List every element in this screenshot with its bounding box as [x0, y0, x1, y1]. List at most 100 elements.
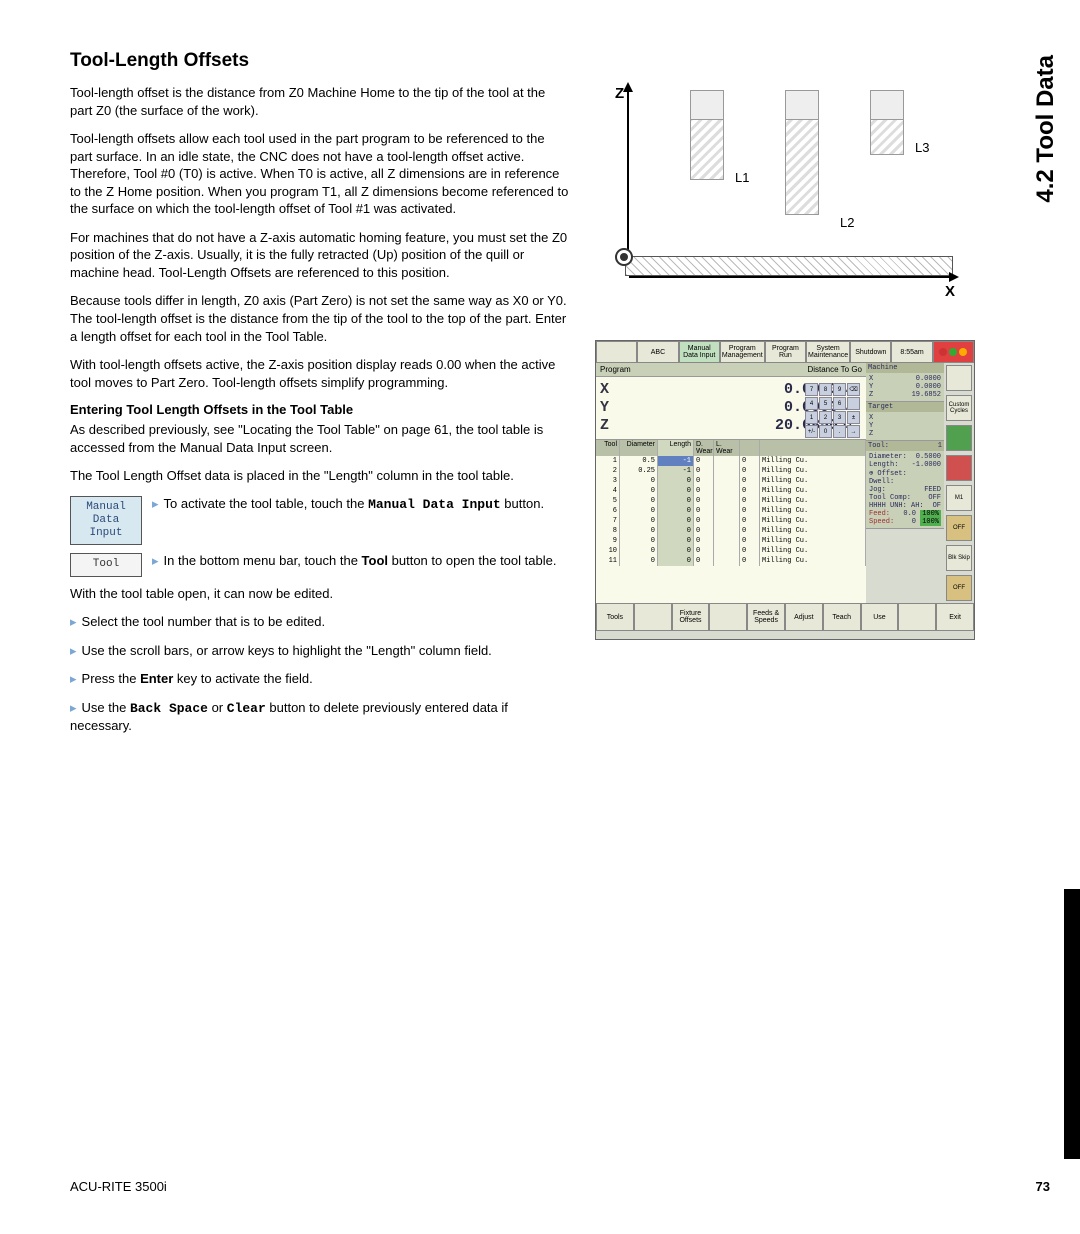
- table-row[interactable]: 60000Milling Cu.: [596, 506, 866, 516]
- keypad-key[interactable]: 2: [819, 411, 832, 424]
- step-open-tool-table: In the bottom menu bar, touch the Tool b…: [152, 553, 570, 569]
- bottom-bar-button[interactable]: Feeds & Speeds: [747, 603, 785, 631]
- x-axis-label: X: [945, 283, 955, 300]
- keypad-key[interactable]: 3: [833, 411, 846, 424]
- ss-status-icons: [933, 341, 974, 363]
- keypad-key[interactable]: 0: [819, 425, 832, 438]
- keypad-key[interactable]: [847, 397, 860, 410]
- bullet-select-tool: Select the tool number that is to be edi…: [70, 613, 570, 631]
- step-activate-tool-table: To activate the tool table, touch the Ma…: [152, 496, 570, 512]
- keypad-key[interactable]: ±: [847, 411, 860, 424]
- table-row[interactable]: 80000Milling Cu.: [596, 526, 866, 536]
- bullet-backspace-clear: Use the Back Space or Clear button to de…: [70, 699, 570, 735]
- para-2: Tool-length offsets allow each tool used…: [70, 130, 570, 218]
- keypad-key[interactable]: 4: [805, 397, 818, 410]
- keypad-key[interactable]: ⌫: [847, 383, 860, 396]
- keypad-key[interactable]: 1: [805, 411, 818, 424]
- keypad-key[interactable]: 6: [833, 397, 846, 410]
- bullet-highlight-length: Use the scroll bars, or arrow keys to hi…: [70, 642, 570, 660]
- table-row[interactable]: 30000Milling Cu.: [596, 476, 866, 486]
- origin-icon: [615, 248, 633, 266]
- keypad-key[interactable]: 8: [819, 383, 832, 396]
- tool-length-diagram: Z X L1 L2 L3: [595, 70, 965, 310]
- ss-right-icons[interactable]: Custom Cycles M1 OFF Blk Skip OFF: [944, 363, 974, 603]
- ss-tool-table[interactable]: ToolDiameterLengthD. WearL. Wear 10.5-10…: [596, 440, 866, 603]
- para-7: The Tool Length Offset data is placed in…: [70, 467, 570, 485]
- ss-keypad[interactable]: 789⌫ 456 123± +/-0.→: [805, 383, 860, 438]
- table-row[interactable]: 40000Milling Cu.: [596, 486, 866, 496]
- right-icon[interactable]: [946, 365, 972, 391]
- side-tab: 4.2 Tool Data: [1032, 55, 1060, 203]
- heading-tool-length-offsets: Tool-Length Offsets: [70, 50, 570, 72]
- right-icon[interactable]: [946, 455, 972, 481]
- table-row[interactable]: 110000Milling Cu.: [596, 556, 866, 566]
- bottom-bar-button[interactable]: Use: [861, 603, 899, 631]
- para-8: With the tool table open, it can now be …: [70, 585, 570, 603]
- keypad-key[interactable]: 9: [833, 383, 846, 396]
- right-icon[interactable]: [946, 425, 972, 451]
- ss-top-tab[interactable]: Manual Data Input: [679, 341, 720, 363]
- tool-2: [785, 90, 819, 215]
- bottom-bar-button[interactable]: Adjust: [785, 603, 823, 631]
- ss-top-tabs: ABCManual Data InputProgram ManagementPr…: [596, 341, 974, 363]
- ss-target-box: Target X Y Z: [866, 402, 944, 441]
- heading-entering-offsets: Entering Tool Length Offsets in the Tool…: [70, 402, 570, 417]
- keypad-key[interactable]: 7: [805, 383, 818, 396]
- l3-label: L3: [915, 140, 929, 155]
- main-text-column: Tool-Length Offsets Tool-length offset i…: [70, 50, 570, 746]
- ss-top-tab[interactable]: [596, 341, 637, 363]
- bullet-press-enter: Press the Enter key to activate the fiel…: [70, 670, 570, 688]
- table-row[interactable]: 70000Milling Cu.: [596, 516, 866, 526]
- footer-product: ACU-RITE 3500i: [70, 1179, 167, 1194]
- page-footer: ACU-RITE 3500i 73: [70, 1179, 1050, 1194]
- right-icon[interactable]: M1: [946, 485, 972, 511]
- bottom-bar-button[interactable]: Tools: [596, 603, 634, 631]
- para-4: Because tools differ in length, Z0 axis …: [70, 292, 570, 345]
- table-row[interactable]: 10.5-100Milling Cu.: [596, 456, 866, 466]
- ss-top-tab[interactable]: 8:55am: [891, 341, 932, 363]
- para-1: Tool-length offset is the distance from …: [70, 84, 570, 119]
- bottom-bar-button[interactable]: Exit: [936, 603, 974, 631]
- figures-column: Z X L1 L2 L3 ABCManual Data InputProgram…: [595, 50, 975, 746]
- para-5: With tool-length offsets active, the Z-a…: [70, 356, 570, 391]
- bottom-bar-button[interactable]: [634, 603, 672, 631]
- keypad-key[interactable]: →: [847, 425, 860, 438]
- table-row[interactable]: 100000Milling Cu.: [596, 546, 866, 556]
- tool-3: [870, 90, 904, 155]
- keypad-key[interactable]: +/-: [805, 425, 818, 438]
- ss-dro-panel: X0.0000▲XY0.0000▲YZ20.6850▲Z 789⌫456123±…: [596, 377, 866, 440]
- ss-top-tab[interactable]: ABC: [637, 341, 678, 363]
- ss-top-tab[interactable]: Shutdown: [850, 341, 891, 363]
- keypad-key[interactable]: 5: [819, 397, 832, 410]
- right-icon[interactable]: Blk Skip: [946, 545, 972, 571]
- right-icon[interactable]: OFF: [946, 515, 972, 541]
- ss-bottom-bar[interactable]: Tools Fixture Offsets Feeds & SpeedsAdjust…: [596, 603, 974, 631]
- keypad-key[interactable]: .: [833, 425, 846, 438]
- table-row[interactable]: 90000Milling Cu.: [596, 536, 866, 546]
- ss-dtg-label: Distance To Go: [807, 365, 862, 374]
- tool-1: [690, 90, 724, 180]
- cnc-screenshot: ABCManual Data InputProgram ManagementPr…: [595, 340, 975, 640]
- ss-top-tab[interactable]: Program Run: [765, 341, 806, 363]
- bottom-bar-button[interactable]: [898, 603, 936, 631]
- ss-tool-box: Tool:1 Diameter:0.5000Length:-1.0000⊕ Of…: [866, 441, 944, 529]
- ss-top-tab[interactable]: Program Management: [720, 341, 765, 363]
- ss-top-tab[interactable]: System Maintenance: [806, 341, 850, 363]
- l1-label: L1: [735, 170, 749, 185]
- para-6: As described previously, see "Locating t…: [70, 421, 570, 456]
- manual-data-input-button[interactable]: Manual Data Input: [70, 496, 142, 546]
- ss-machine-box: Machine X0.0000 Y0.0000 Z19.6852: [866, 363, 944, 402]
- ss-program-label: Program: [600, 365, 631, 374]
- bottom-bar-button[interactable]: Fixture Offsets: [672, 603, 710, 631]
- table-row[interactable]: 20.25-100Milling Cu.: [596, 466, 866, 476]
- right-icon[interactable]: Custom Cycles: [946, 395, 972, 421]
- bottom-bar-button[interactable]: [709, 603, 747, 631]
- para-3: For machines that do not have a Z-axis a…: [70, 229, 570, 282]
- table-row[interactable]: 50000Milling Cu.: [596, 496, 866, 506]
- footer-page-number: 73: [1036, 1179, 1050, 1194]
- page-edge-bar: [1064, 889, 1080, 1159]
- bottom-bar-button[interactable]: Teach: [823, 603, 861, 631]
- l2-label: L2: [840, 215, 854, 230]
- tool-button[interactable]: Tool: [70, 553, 142, 576]
- right-icon[interactable]: OFF: [946, 575, 972, 601]
